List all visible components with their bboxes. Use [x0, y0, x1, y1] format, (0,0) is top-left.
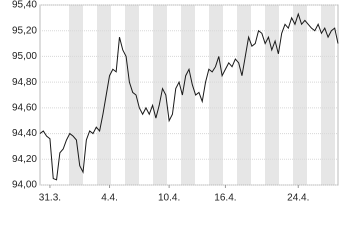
y-tick-label: 94,20 — [12, 154, 37, 165]
band — [125, 5, 139, 185]
band — [321, 5, 335, 185]
y-tick-label: 95,40 — [12, 0, 37, 11]
y-tick-label: 94,80 — [12, 77, 37, 88]
band — [237, 5, 251, 185]
day-bands — [69, 5, 335, 185]
x-tick-label: 4.4. — [101, 193, 118, 204]
x-tick-label: 31.3. — [39, 193, 61, 204]
band — [153, 5, 167, 185]
y-tick-label: 94,40 — [12, 128, 37, 139]
chart: 94,00 94,20 94,40 94,60 94,80 95,00 95,20 95,40… — [12, 0, 339, 204]
band — [181, 5, 195, 185]
band — [265, 5, 279, 185]
x-tick-label: 16.4. — [214, 193, 236, 204]
band — [293, 5, 307, 185]
band — [97, 5, 111, 185]
y-tick-label: 94,00 — [12, 180, 37, 191]
band — [69, 5, 83, 185]
band — [209, 5, 223, 185]
y-tick-label: 95,20 — [12, 25, 37, 36]
price-line — [39, 12, 339, 181]
y-tick-label: 95,00 — [12, 51, 37, 62]
x-tick-label: 10.4. — [158, 193, 180, 204]
y-tick-label: 94,60 — [12, 102, 37, 113]
x-tick-label: 24.4. — [287, 193, 309, 204]
